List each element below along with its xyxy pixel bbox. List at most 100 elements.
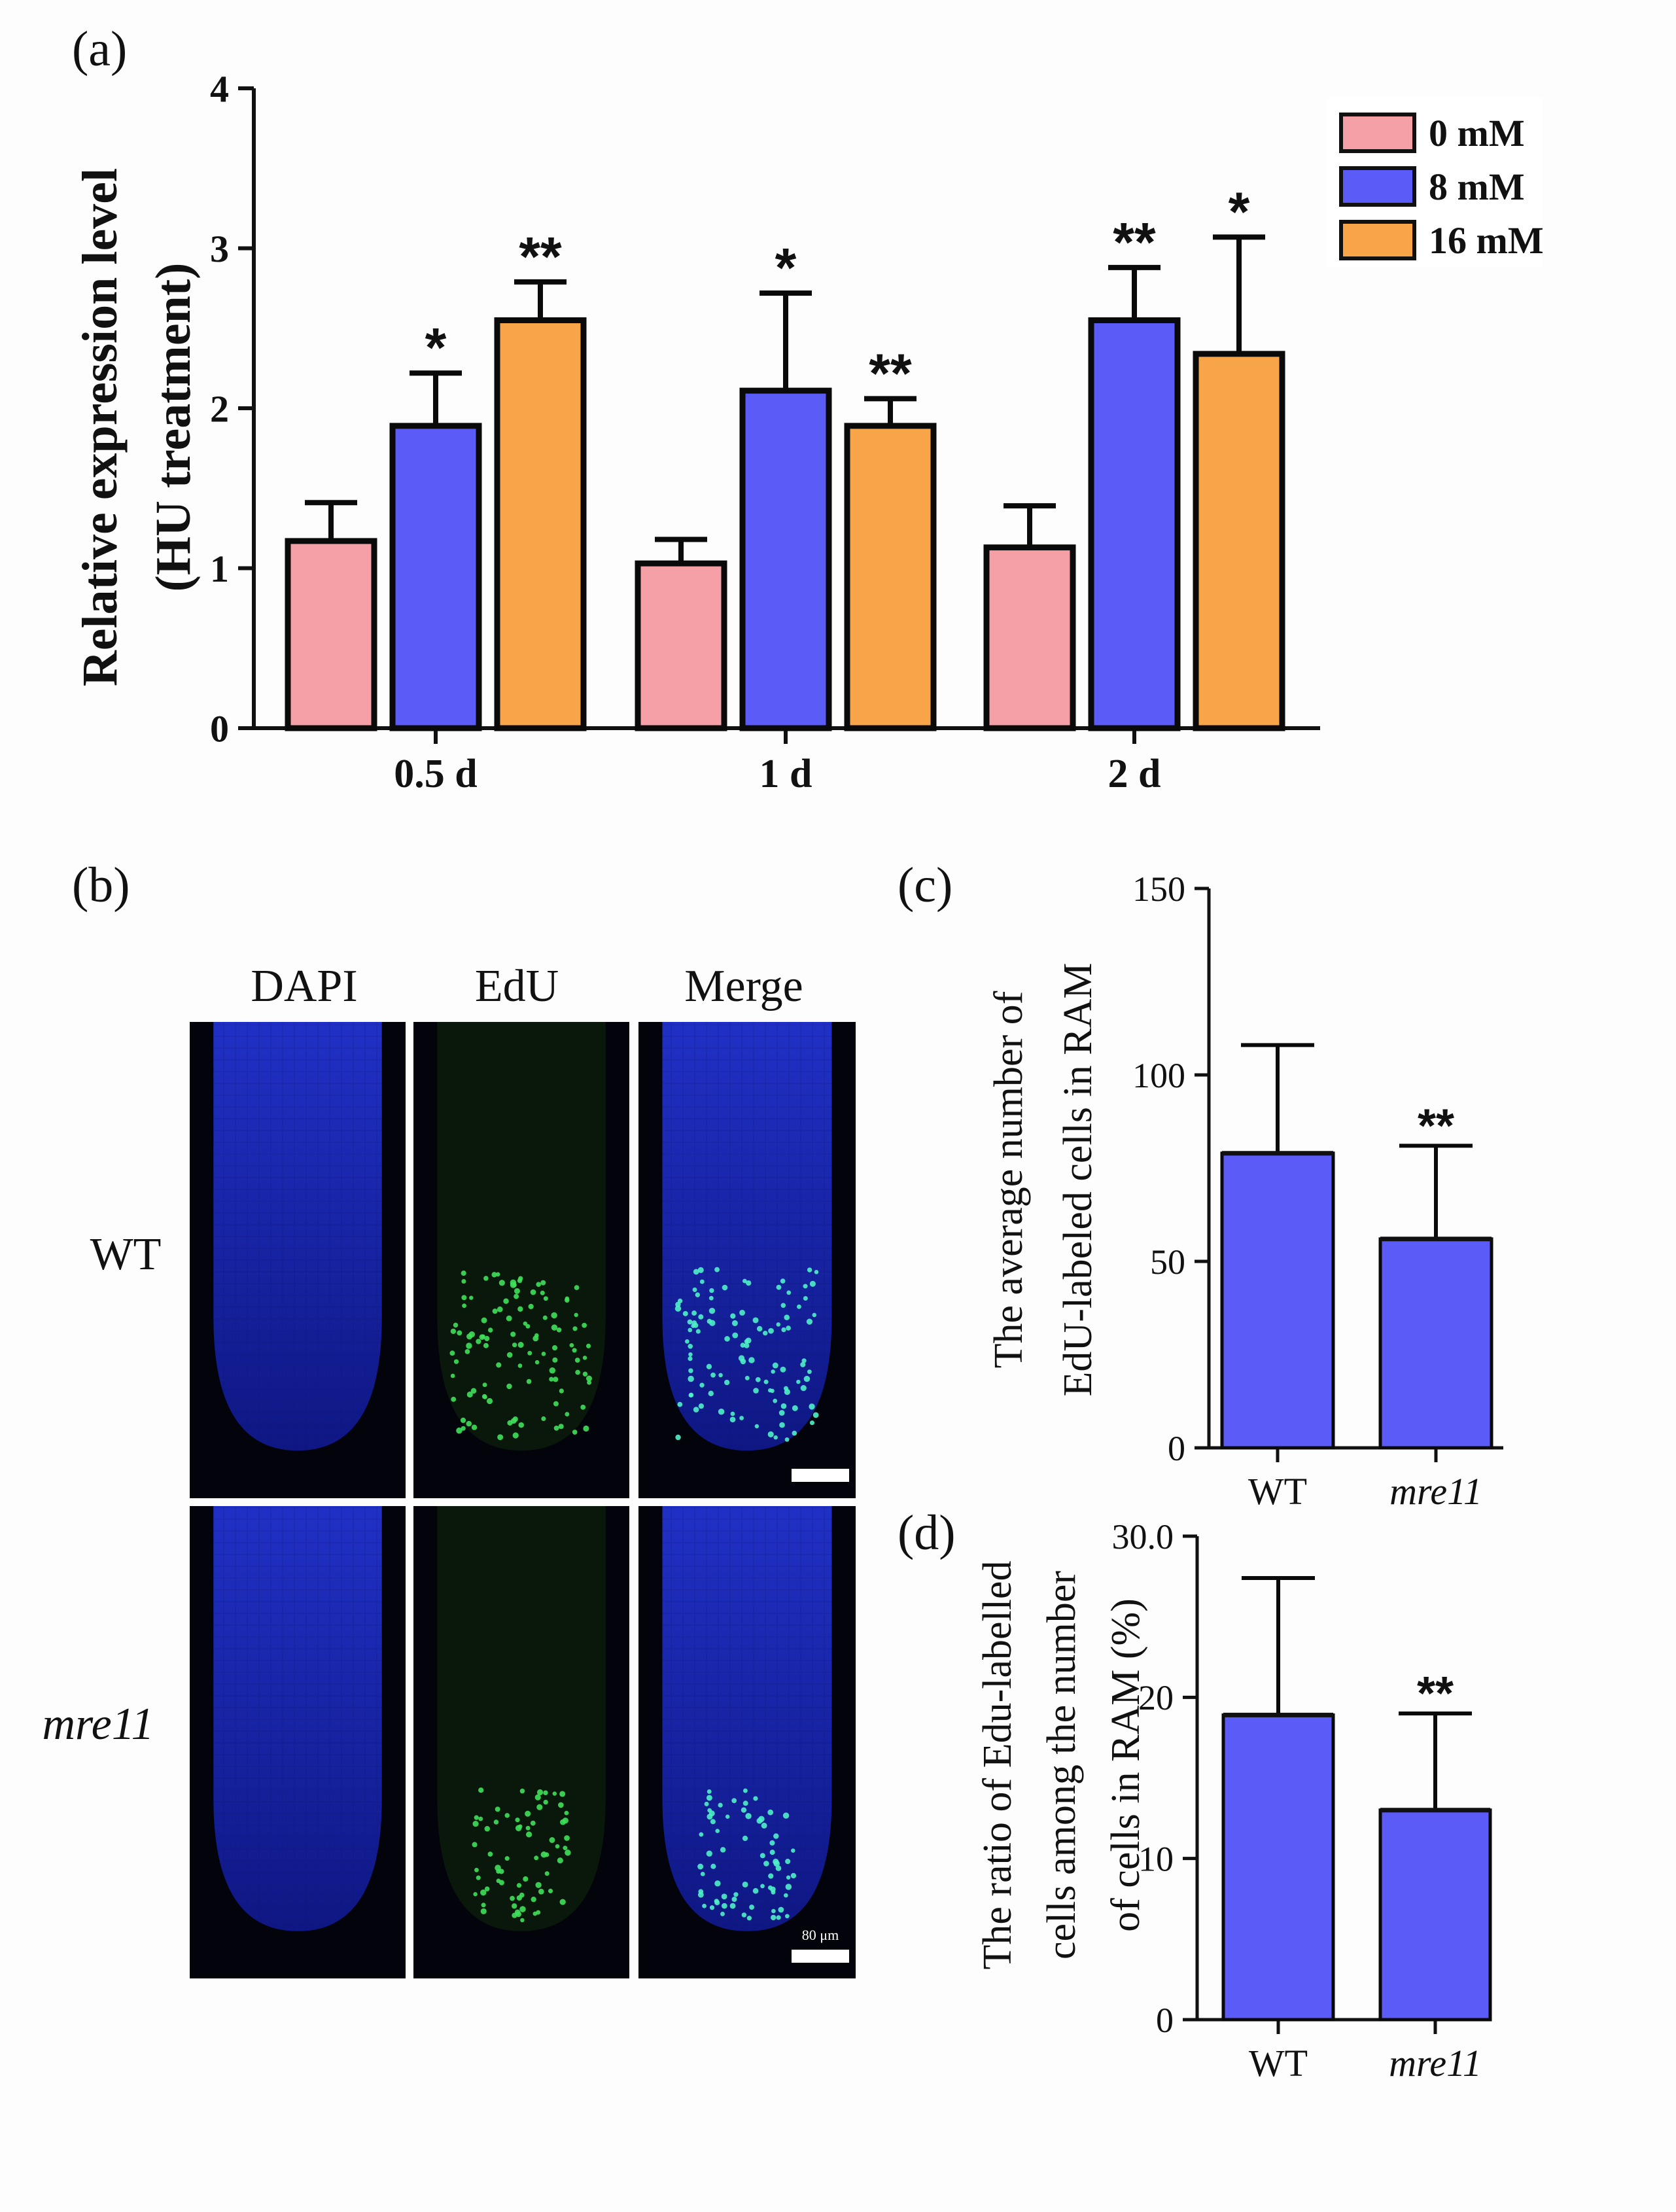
bar	[1378, 1808, 1492, 2022]
edu-labeled-nucleus	[495, 1272, 500, 1277]
edu-labeled-nucleus	[480, 1889, 487, 1896]
edu-labeled-nucleus	[801, 1358, 807, 1363]
edu-labeled-nucleus	[498, 1280, 505, 1286]
significance-marker: *	[775, 237, 797, 298]
edu-labeled-nucleus	[481, 1334, 485, 1339]
edu-labeled-nucleus	[518, 1422, 525, 1428]
bar	[635, 560, 727, 731]
edu-labeled-nucleus	[481, 1317, 487, 1324]
edu-labeled-nucleus	[514, 1293, 519, 1299]
edu-labeled-nucleus	[749, 1905, 755, 1910]
edu-labeled-nucleus	[507, 1420, 513, 1426]
edu-labeled-nucleus	[506, 1383, 512, 1390]
edu-labeled-nucleus	[773, 1398, 778, 1403]
edu-labeled-nucleus	[583, 1425, 589, 1432]
edu-labeled-nucleus	[776, 1284, 782, 1290]
edu-labeled-nucleus	[473, 1891, 478, 1897]
bar	[494, 317, 587, 731]
edu-labeled-nucleus	[718, 1408, 725, 1415]
edu-labeled-nucleus	[527, 1350, 532, 1356]
edu-labeled-nucleus	[809, 1420, 815, 1426]
edu-labeled-nucleus	[699, 1382, 705, 1388]
x-tick-label: WT	[1248, 1470, 1307, 1513]
edu-labeled-nucleus	[704, 1801, 709, 1806]
edu-labeled-nucleus	[495, 1806, 500, 1812]
edu-labeled-nucleus	[512, 1343, 517, 1348]
edu-labeled-nucleus	[699, 1279, 705, 1284]
edu-labeled-nucleus	[582, 1322, 587, 1328]
edu-labeled-nucleus	[516, 1883, 522, 1888]
edu-labeled-nucleus	[758, 1816, 765, 1823]
edu-labeled-nucleus	[461, 1271, 466, 1276]
legend-swatch	[1339, 220, 1416, 260]
edu-labeled-nucleus	[565, 1412, 570, 1416]
edu-labeled-nucleus	[677, 1401, 683, 1407]
edu-labeled-nucleus	[553, 1401, 559, 1407]
edu-labeled-nucleus	[731, 1320, 738, 1326]
edu-labeled-nucleus	[536, 1789, 544, 1796]
edu-labeled-nucleus	[504, 1813, 510, 1818]
scale-bar-label: 80 μm	[802, 1927, 839, 1943]
edu-labeled-nucleus	[504, 1856, 510, 1861]
root-cell-texture	[213, 1022, 382, 1451]
significance-marker: **	[1113, 211, 1156, 273]
edu-labeled-nucleus	[706, 1850, 712, 1857]
edu-labeled-nucleus	[541, 1416, 546, 1422]
edu-labeled-nucleus	[714, 1880, 721, 1887]
edu-labeled-nucleus	[814, 1270, 819, 1274]
edu-labeled-nucleus	[767, 1885, 773, 1890]
edu-labeled-nucleus	[572, 1348, 577, 1353]
edu-labeled-nucleus	[792, 1430, 797, 1436]
edu-labeled-nucleus	[517, 1306, 523, 1312]
edu-labeled-nucleus	[536, 1804, 543, 1810]
edu-labeled-nucleus	[708, 1307, 716, 1314]
edu-labeled-nucleus	[742, 1881, 748, 1887]
edu-labeled-nucleus	[512, 1912, 517, 1918]
edu-labeled-nucleus	[552, 1357, 558, 1363]
y-tick-label: 0	[1168, 1429, 1185, 1468]
edu-labeled-nucleus	[695, 1292, 701, 1297]
edu-labeled-nucleus	[695, 1329, 701, 1334]
edu-labeled-nucleus	[714, 1267, 720, 1273]
edu-labeled-nucleus	[470, 1388, 477, 1394]
edu-labeled-nucleus	[768, 1327, 774, 1334]
edu-labeled-nucleus	[516, 1895, 522, 1901]
edu-labeled-nucleus	[772, 1362, 778, 1369]
edu-labeled-nucleus	[745, 1337, 752, 1344]
edu-labeled-nucleus	[771, 1369, 775, 1374]
edu-labeled-nucleus	[538, 1888, 544, 1895]
scale-bar-top	[792, 1469, 849, 1482]
edu-labeled-nucleus	[496, 1362, 502, 1368]
edu-labeled-nucleus	[699, 1832, 704, 1837]
edu-labeled-nucleus	[462, 1303, 467, 1308]
edu-labeled-nucleus	[541, 1351, 546, 1356]
edu-labeled-nucleus	[457, 1330, 463, 1336]
edu-labeled-nucleus	[724, 1336, 730, 1342]
y-tick-label: 10	[1138, 1840, 1174, 1879]
edu-labeled-nucleus	[450, 1328, 457, 1334]
edu-labeled-nucleus	[552, 1791, 557, 1796]
edu-labeled-nucleus	[531, 1896, 536, 1903]
edu-labeled-nucleus	[720, 1847, 726, 1853]
edu-labeled-nucleus	[682, 1310, 688, 1316]
edu-labeled-nucleus	[748, 1357, 755, 1363]
chart-c-ylabel-line1: The average number of	[986, 991, 1031, 1368]
edu-labeled-nucleus	[752, 1887, 759, 1894]
edu-labeled-nucleus	[476, 1875, 481, 1880]
edu-labeled-nucleus	[731, 1798, 737, 1804]
edu-labeled-nucleus	[729, 1903, 736, 1909]
edu-labeled-nucleus	[691, 1320, 697, 1325]
edu-labeled-nucleus	[709, 1905, 715, 1910]
edu-labeled-nucleus	[551, 1312, 557, 1319]
edu-labeled-nucleus	[483, 1276, 489, 1281]
edu-labeled-nucleus	[565, 1850, 571, 1856]
edu-labeled-nucleus	[784, 1893, 788, 1898]
edu-labeled-nucleus	[556, 1327, 562, 1333]
chart-a-ylabel-line1: Relative expression level	[73, 168, 128, 686]
edu-labeled-nucleus	[519, 1788, 525, 1794]
edu-labeled-nucleus	[702, 1903, 707, 1908]
edu-labeled-nucleus	[461, 1295, 467, 1301]
significance-marker: **	[869, 342, 912, 404]
y-tick-label: 0	[1156, 2001, 1174, 2040]
edu-labeled-nucleus	[742, 1788, 748, 1793]
